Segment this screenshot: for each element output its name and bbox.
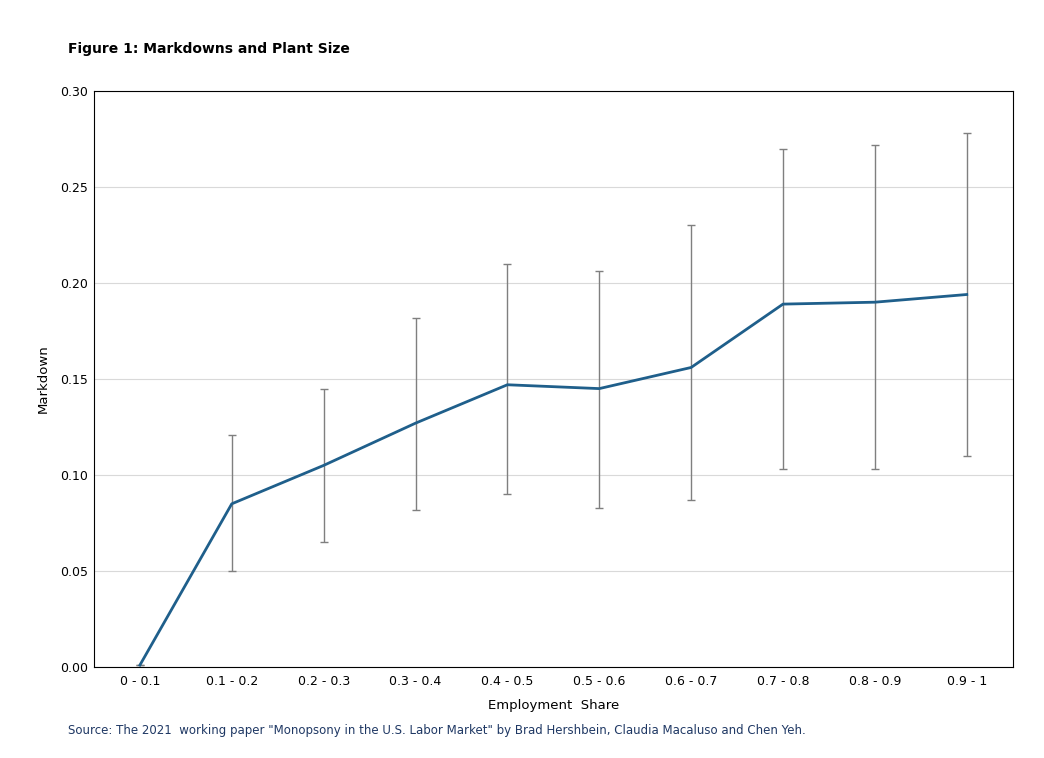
X-axis label: Employment  Share: Employment Share: [488, 700, 619, 713]
Y-axis label: Markdown: Markdown: [37, 345, 49, 413]
Text: Figure 1: Markdowns and Plant Size: Figure 1: Markdowns and Plant Size: [68, 42, 350, 55]
Text: Source: The 2021  working paper "Monopsony in the U.S. Labor Market" by Brad Her: Source: The 2021 working paper "Monopson…: [68, 724, 806, 737]
